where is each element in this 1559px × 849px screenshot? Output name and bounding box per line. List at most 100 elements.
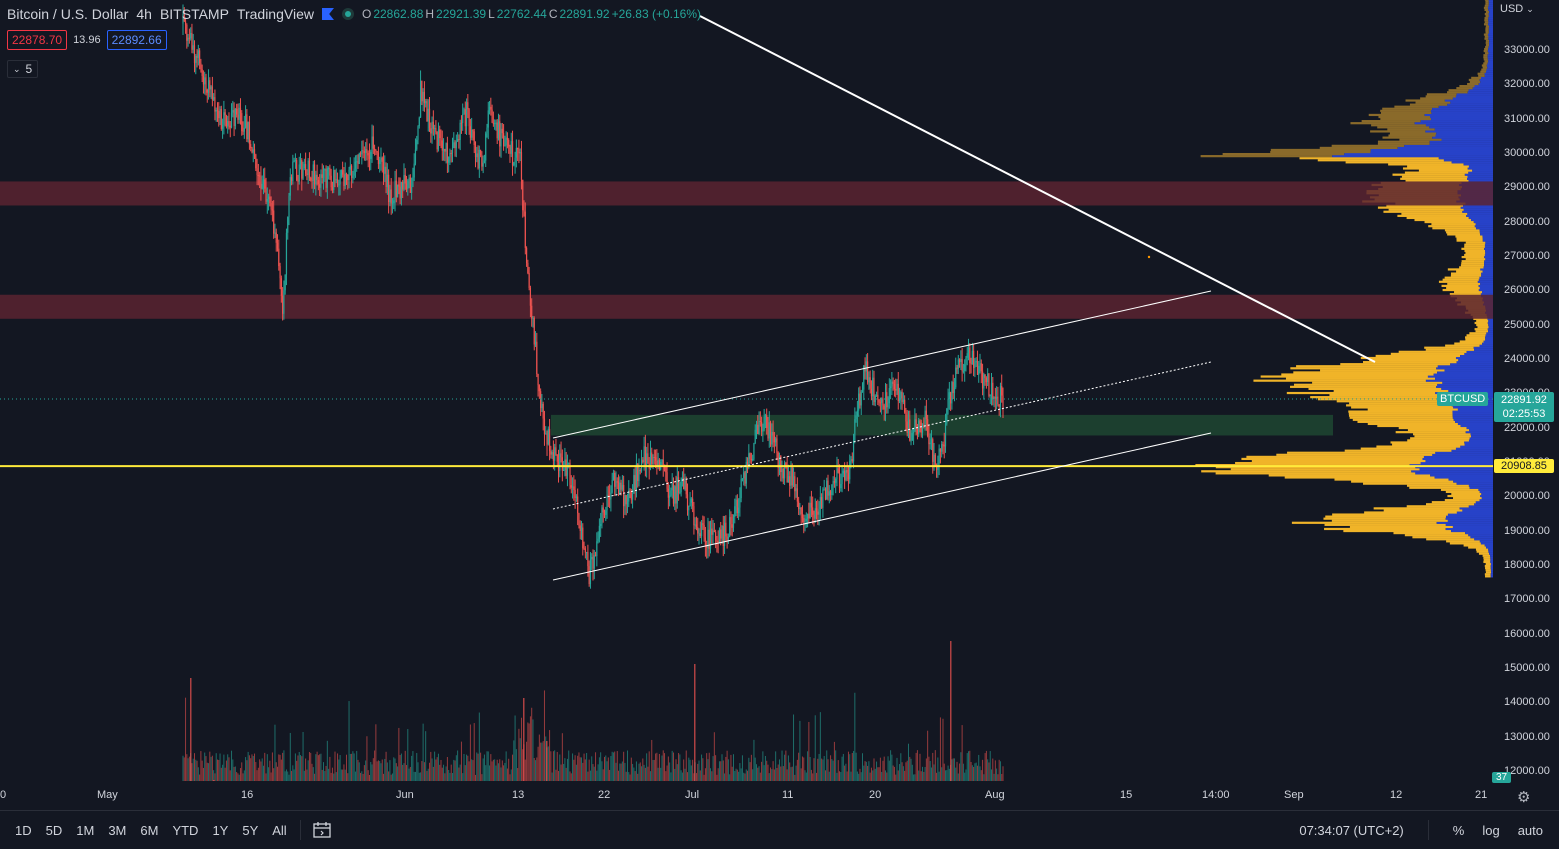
- candle-body: [623, 485, 625, 507]
- candle-body: [976, 360, 979, 375]
- symbol-title[interactable]: Bitcoin / U.S. Dollar: [7, 6, 129, 22]
- candle-body: [933, 454, 935, 462]
- time-tick-label: 15: [1120, 789, 1133, 801]
- volume-bar: [725, 756, 727, 781]
- calendar-icon[interactable]: [313, 822, 331, 838]
- candle-body: [571, 486, 574, 488]
- auto-toggle[interactable]: auto: [1517, 822, 1543, 838]
- candle-body: [684, 480, 686, 490]
- candle-body: [702, 523, 704, 525]
- buy-price-button[interactable]: 22892.66: [106, 30, 167, 50]
- volume-bar: [653, 759, 655, 781]
- clock-label[interactable]: 07:34:07 (UTC+2): [1299, 822, 1404, 838]
- price-tick-label: 32000.00: [1504, 78, 1550, 91]
- candle-body: [306, 173, 308, 175]
- candle-body: [681, 477, 684, 480]
- volume-bar: [422, 723, 424, 781]
- volume-bar: [649, 771, 651, 781]
- candle-body: [477, 153, 479, 169]
- candle-body: [499, 121, 501, 147]
- candle-body: [434, 128, 436, 130]
- candle-body: [835, 479, 837, 483]
- gear-icon[interactable]: ⚙: [1517, 789, 1531, 806]
- volume-bar: [629, 774, 631, 781]
- volume-bar: [499, 759, 501, 781]
- volume-bar: [845, 763, 847, 781]
- range-button-ytd[interactable]: YTD: [172, 822, 199, 838]
- candle-body: [947, 398, 949, 409]
- log-toggle[interactable]: log: [1482, 822, 1500, 838]
- range-button-1m[interactable]: 1M: [76, 822, 95, 838]
- volume-bar: [529, 716, 531, 781]
- candle-body: [206, 89, 208, 93]
- volume-bar: [582, 762, 584, 781]
- volume-bar: [772, 761, 774, 781]
- candle-body: [863, 365, 865, 390]
- candle-body: [800, 507, 802, 515]
- candle-body: [920, 422, 922, 433]
- flag-icon[interactable]: [321, 8, 334, 20]
- candle-body: [241, 113, 243, 132]
- volume-bar: [735, 768, 737, 781]
- candle-body: [792, 476, 795, 486]
- candle-body: [836, 468, 838, 480]
- candle-body: [803, 518, 805, 523]
- volume-bar: [632, 763, 634, 781]
- volume-bar: [713, 732, 715, 781]
- candle-body: [552, 452, 555, 461]
- interval-label[interactable]: 4h: [136, 6, 152, 22]
- candle-body: [735, 499, 737, 507]
- range-button-6m[interactable]: 6M: [140, 822, 159, 838]
- volume-bar: [472, 760, 474, 781]
- indicators-toggle[interactable]: ⌄ 5: [7, 60, 39, 78]
- volume-bar: [952, 758, 954, 781]
- candle-body: [925, 410, 927, 420]
- volume-bar: [330, 772, 332, 781]
- candle-body: [236, 108, 238, 115]
- volume-bar: [264, 752, 266, 781]
- candle-body: [404, 175, 406, 184]
- range-button-1d[interactable]: 1D: [15, 822, 32, 838]
- volume-bar: [466, 754, 468, 781]
- candle-body: [384, 166, 386, 174]
- volume-bar: [930, 767, 932, 781]
- candle-body: [283, 290, 285, 314]
- volume-bar: [292, 765, 294, 781]
- candle-body: [253, 149, 256, 155]
- sell-price-button[interactable]: 22878.70: [7, 30, 68, 50]
- volume-bar: [592, 764, 594, 781]
- candle-body: [533, 317, 535, 345]
- candle-body: [809, 502, 811, 519]
- volume-bar: [554, 750, 556, 781]
- volume-bar: [186, 754, 188, 781]
- currency-selector[interactable]: USD ⌄: [1500, 3, 1534, 15]
- candle-body: [818, 509, 820, 515]
- candle-body: [791, 467, 793, 486]
- candle-body: [307, 160, 309, 175]
- candle-body: [472, 129, 474, 132]
- volume-bar: [368, 774, 370, 781]
- volume-bar: [854, 692, 856, 781]
- range-button-all[interactable]: All: [272, 822, 287, 838]
- volume-bar: [352, 751, 354, 781]
- volume-bar: [436, 757, 438, 781]
- volume-bar: [528, 723, 530, 781]
- volume-bar: [265, 773, 267, 781]
- candle-body: [621, 485, 623, 490]
- candle-body: [473, 131, 475, 146]
- range-button-1y[interactable]: 1Y: [212, 822, 229, 838]
- volume-bar: [248, 755, 250, 781]
- volume-bar: [315, 754, 317, 781]
- candle-body: [537, 374, 539, 386]
- range-button-5y[interactable]: 5Y: [242, 822, 259, 838]
- range-button-5d[interactable]: 5D: [45, 822, 63, 838]
- range-button-3m[interactable]: 3M: [108, 822, 127, 838]
- volume-bar: [938, 771, 940, 781]
- volume-bar: [803, 757, 805, 781]
- volume-bar: [602, 769, 604, 781]
- volume-bar: [435, 759, 437, 781]
- candle-body: [827, 480, 829, 496]
- candle-body: [769, 422, 772, 445]
- percent-toggle[interactable]: %: [1452, 822, 1465, 838]
